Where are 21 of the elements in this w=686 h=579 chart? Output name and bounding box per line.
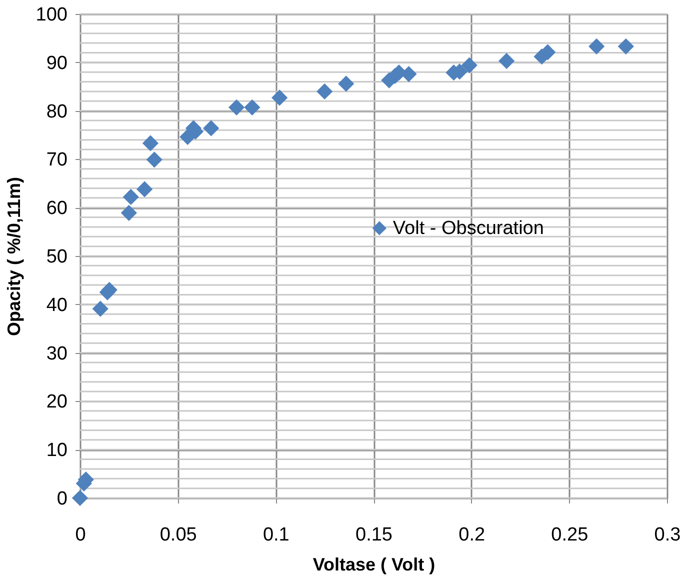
y-tick-label: 50 <box>46 246 68 268</box>
y-tick-label: 70 <box>46 150 68 171</box>
x-tick-label: 0.3 <box>654 524 681 546</box>
x-tick-label: 0.05 <box>160 524 197 546</box>
y-axis-title: Opacity ( %/0,11m) <box>4 176 24 336</box>
y-tick-label: 0 <box>56 488 68 510</box>
x-tick-label: 0.2 <box>458 524 486 546</box>
y-tick-label: 60 <box>46 198 68 220</box>
y-tick-label: 40 <box>46 294 68 316</box>
y-tick-label: 20 <box>46 392 68 413</box>
x-axis-title: Voltase ( Volt ) <box>312 554 436 574</box>
y-tick-label: 100 <box>36 4 68 26</box>
x-tick-label: 0 <box>75 524 86 546</box>
y-tick-label: 90 <box>46 52 68 74</box>
x-tick-label: 0.25 <box>551 524 588 546</box>
y-tick-label: 10 <box>46 440 68 462</box>
y-tick-label: 80 <box>46 101 68 122</box>
legend-label: Volt - Obscuration <box>392 218 544 240</box>
x-tick-label: 0.15 <box>356 524 392 546</box>
y-tick-label: 30 <box>46 343 68 364</box>
x-tick-label: 0.1 <box>262 524 290 546</box>
